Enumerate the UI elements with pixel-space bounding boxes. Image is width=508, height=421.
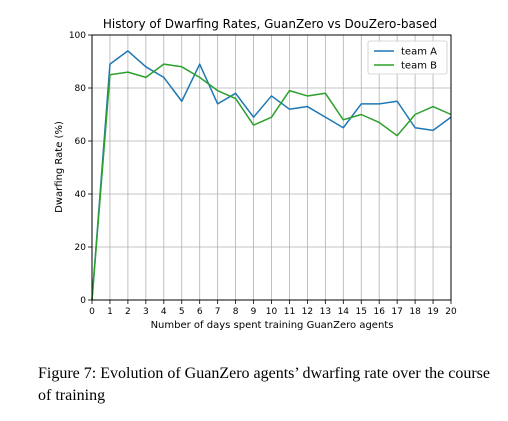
legend-label: team B bbox=[401, 61, 437, 72]
x-tick-label: 1 bbox=[107, 307, 113, 317]
x-tick-label: 18 bbox=[409, 307, 421, 317]
x-tick-label: 6 bbox=[197, 307, 203, 317]
x-tick-label: 10 bbox=[266, 307, 278, 317]
y-tick-label: 80 bbox=[75, 84, 87, 94]
grid bbox=[91, 34, 452, 301]
x-tick-label: 8 bbox=[233, 307, 239, 317]
y-tick-label: 20 bbox=[75, 243, 87, 253]
x-tick-label: 9 bbox=[251, 307, 257, 317]
line-chart: History of Dwarfing Rates, GuanZero vs D… bbox=[54, 17, 457, 331]
x-tick-label: 4 bbox=[161, 307, 167, 317]
legend-label: team A bbox=[401, 47, 437, 58]
x-tick-label: 20 bbox=[445, 307, 457, 317]
x-tick-label: 13 bbox=[320, 307, 331, 317]
x-tick-label: 17 bbox=[391, 307, 402, 317]
y-tick-label: 60 bbox=[75, 137, 87, 147]
x-tick-label: 5 bbox=[179, 307, 185, 317]
x-tick-label: 2 bbox=[125, 307, 131, 317]
chart-title: History of Dwarfing Rates, GuanZero vs D… bbox=[103, 17, 437, 31]
y-tick-label: 40 bbox=[75, 190, 87, 200]
x-axis-label: Number of days spent training GuanZero a… bbox=[151, 320, 394, 331]
y-tick-label: 0 bbox=[80, 296, 86, 306]
series-layer bbox=[91, 50, 452, 301]
y-axis-label: Dwarfing Rate (%) bbox=[54, 121, 65, 213]
legend: team A team B bbox=[367, 40, 448, 75]
x-tick-label: 19 bbox=[427, 307, 439, 317]
x-tick-label: 11 bbox=[284, 307, 295, 317]
x-tick-label: 14 bbox=[338, 307, 350, 317]
x-tick-label: 0 bbox=[89, 307, 95, 317]
x-tick-label: 16 bbox=[373, 307, 385, 317]
figure-caption: Figure 7: Evolution of GuanZero agents’ … bbox=[38, 365, 490, 404]
series-line-team-a bbox=[91, 50, 452, 301]
x-tick-label: 15 bbox=[356, 307, 367, 317]
y-tick-label: 100 bbox=[69, 31, 86, 41]
series-line-team-b bbox=[91, 63, 452, 301]
x-tick-label: 3 bbox=[143, 307, 149, 317]
axis-ticks: 0 1 2 3 4 5 6 7 8 9 10 11 12 13 14 15 16 17 18 19 2002040608… bbox=[69, 31, 457, 317]
x-tick-label: 7 bbox=[215, 307, 221, 317]
x-tick-label: 12 bbox=[302, 307, 313, 317]
